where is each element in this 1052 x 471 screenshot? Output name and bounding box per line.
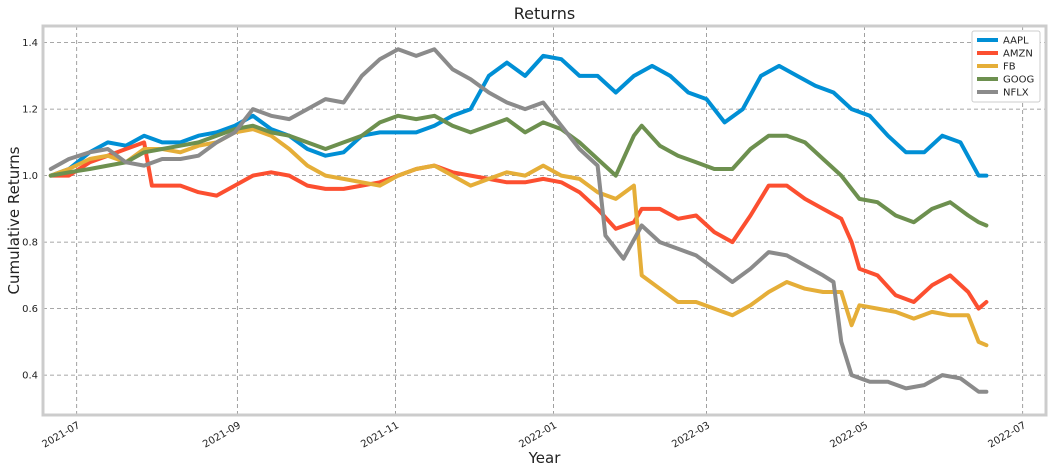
y-tick-label: 1.2 [22,105,38,116]
series-line-amzn [48,140,989,311]
series-line-aapl [48,53,989,178]
series-line-nflx [48,47,989,394]
y-axis-title: Cumulative Returns [5,146,23,294]
y-tick-label: 0.6 [22,304,38,315]
legend-box [971,30,1041,103]
y-tick-label: 1.4 [22,38,38,49]
y-tick-label: 1.0 [22,171,38,182]
chart-title: Returns [514,4,575,23]
legend-label-aapl: AAPL [1003,36,1029,47]
x-axis-title: Year [528,449,562,467]
legend-label-fb: FB [1003,62,1016,73]
legend-label-nflx: NFLX [1003,88,1029,99]
legend: AAPL AMZN FB GOOG NFLX [971,30,1041,103]
y-tick-label: 0.8 [22,238,38,249]
series-lines [48,47,989,394]
plot-frame [41,24,1048,417]
y-tick-label: 0.4 [22,371,38,382]
series-line-goog [48,113,989,228]
legend-label-goog: GOOG [1003,75,1034,86]
legend-label-amzn: AMZN [1003,49,1033,60]
